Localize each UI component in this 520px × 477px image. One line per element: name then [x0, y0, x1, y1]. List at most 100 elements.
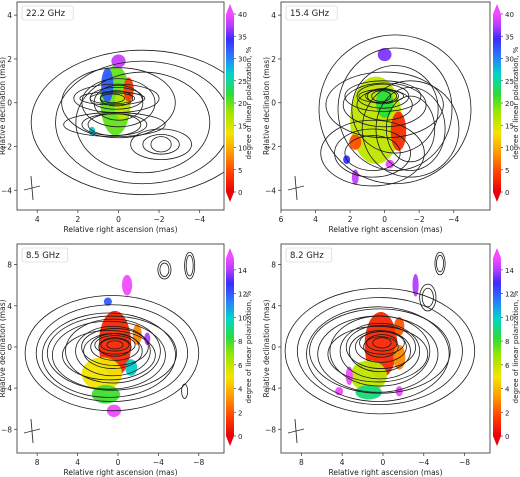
intensity-contour — [35, 304, 189, 402]
colorbar-tick-label: 20 — [505, 100, 514, 108]
polarization-region — [351, 169, 359, 185]
y-tick-label: 0 — [7, 343, 12, 352]
intensity-contour — [334, 128, 411, 178]
x-tick-label: 4 — [75, 458, 80, 467]
polarization-region — [385, 159, 395, 169]
panel-title: 8.5 GHz — [26, 251, 60, 261]
colorbar-tick-label: 8 — [238, 338, 242, 346]
intensity-contour — [51, 320, 166, 390]
intensity-contour — [327, 325, 429, 383]
colorbar-label: degree of linear polarization, % — [511, 290, 520, 403]
plot-frame — [16, 243, 225, 454]
intensity-contour — [98, 337, 132, 357]
colorbar-tick-label: 35 — [505, 33, 514, 41]
y-tick-label: −8 — [265, 425, 276, 434]
x-tick-label: 4 — [340, 458, 345, 467]
panel-title-box — [21, 5, 74, 21]
y-tick-label: −2 — [265, 143, 276, 152]
x-tick-label: 6 — [279, 215, 284, 224]
polarization-region — [81, 357, 123, 391]
intensity-contour — [356, 89, 413, 121]
intensity-contour — [46, 315, 177, 391]
polarization-region — [111, 54, 126, 68]
colorbar-tick-label: 0 — [505, 189, 509, 197]
colorbar-tick-label: 35 — [238, 33, 247, 41]
colorbar-tick-label: 20 — [238, 100, 247, 108]
colorbar-tick-label: 8 — [505, 338, 509, 346]
x-tick-label: 0 — [382, 215, 387, 224]
y-tick-label: 8 — [7, 261, 12, 270]
colorbar-tick-label: 2 — [238, 409, 242, 417]
intensity-contour — [348, 330, 411, 373]
x-axis-label: Relative right ascension (mas) — [63, 468, 177, 477]
y-axis-label: Relative declination (mas) — [262, 57, 271, 155]
colorbar-tick-label: 10 — [505, 314, 514, 322]
intensity-contour — [306, 306, 450, 402]
intensity-contour — [184, 251, 196, 280]
colorbar — [226, 258, 234, 436]
intensity-contour — [361, 80, 460, 178]
colorbar — [226, 14, 234, 192]
intensity-contour — [351, 65, 439, 154]
colorbar-extend-min — [226, 192, 234, 202]
x-axis-label: Relative right ascension (mas) — [328, 225, 442, 234]
x-tick-label: −4 — [153, 458, 164, 467]
plot-area — [30, 49, 224, 196]
intensity-contour — [130, 128, 192, 161]
intensity-contour — [89, 86, 144, 110]
intensity-contour — [284, 287, 476, 415]
x-tick-label: 8 — [35, 458, 40, 467]
colorbar-extend-max — [226, 4, 234, 14]
y-tick-label: −4 — [265, 384, 276, 393]
y-tick-label: 4 — [7, 11, 12, 20]
plot-area — [284, 251, 476, 415]
colorbar-tick-label: 0 — [505, 433, 509, 441]
y-tick-label: 0 — [271, 99, 276, 108]
y-tick-label: −4 — [265, 186, 276, 195]
colorbar-tick-label: 40 — [238, 11, 247, 19]
y-tick-label: 0 — [271, 343, 276, 352]
x-tick-label: 0 — [116, 215, 121, 224]
x-tick-label: −4 — [448, 215, 459, 224]
colorbar-label: degree of linear polarization, % — [244, 290, 253, 403]
colorbar-tick-label: 30 — [505, 56, 514, 64]
intensity-contour — [100, 338, 130, 352]
colorbar-tick-label: 10 — [238, 145, 247, 153]
panel-title: 15.4 GHz — [290, 9, 330, 19]
x-tick-label: −2 — [414, 215, 425, 224]
intensity-contour — [83, 333, 143, 369]
y-tick-label: 2 — [271, 55, 276, 64]
y-axis-label: Relative declination (mas) — [0, 299, 7, 397]
plot-frame — [16, 1, 225, 211]
polarization-region — [103, 297, 112, 306]
colorbar-tick-label: 25 — [238, 78, 247, 86]
intensity-contour — [344, 135, 401, 171]
intensity-contour — [41, 312, 176, 398]
intensity-contour — [339, 322, 421, 380]
intensity-contour — [55, 60, 224, 185]
x-tick-label: 8 — [299, 458, 304, 467]
polarization-region — [395, 386, 403, 397]
colorbar — [493, 14, 501, 192]
intensity-contour — [436, 254, 445, 273]
colorbar-tick-label: 12 — [505, 291, 514, 299]
plot-area — [318, 34, 472, 187]
intensity-contour — [344, 80, 422, 112]
x-tick-label: −8 — [459, 458, 470, 467]
colorbar-tick-label: 2 — [505, 409, 509, 417]
chart-panel-4: 8 4 0 −4 −8 8 4 0 −4 −8 Relative right ascension (… — [262, 243, 520, 477]
intensity-contour — [81, 328, 149, 366]
y-tick-label: −4 — [1, 384, 12, 393]
x-axis-label: Relative right ascension (mas) — [328, 468, 442, 477]
colorbar-label: degree of linear polarization, % — [244, 46, 253, 159]
colorbar-extend-max — [493, 248, 501, 258]
intensity-contour — [385, 95, 436, 163]
colorbar-extend-min — [226, 436, 234, 446]
x-tick-label: 0 — [116, 458, 121, 467]
y-axis-label: Relative declination (mas) — [262, 299, 271, 397]
intensity-contour — [345, 324, 416, 369]
colorbar-tick-label: 0 — [238, 189, 242, 197]
x-tick-label: −8 — [193, 458, 204, 467]
